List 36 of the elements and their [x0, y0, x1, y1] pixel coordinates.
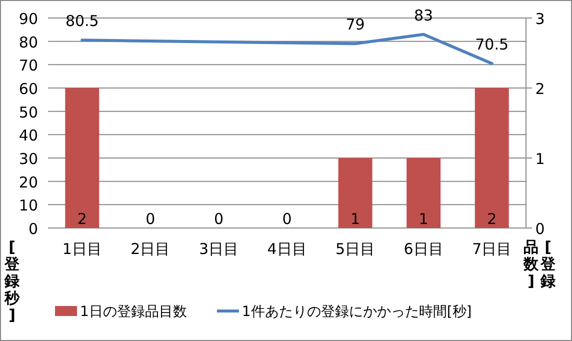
data-label: 0	[214, 210, 224, 228]
x-tick-label: 5日目	[336, 240, 376, 258]
x-tick-label: 2日目	[130, 240, 170, 258]
y-tick-label: 20	[18, 173, 38, 192]
data-label: 2	[487, 210, 497, 228]
data-label: 79	[346, 16, 365, 34]
y-tick-label: 80	[18, 33, 38, 52]
y2-tick-label: 3	[535, 10, 545, 28]
y-tick-label: 50	[18, 103, 38, 122]
x-tick-label: 6日目	[404, 240, 444, 258]
data-label: 2	[77, 210, 87, 228]
data-label: 0	[282, 210, 292, 228]
y-tick-label: 60	[18, 80, 38, 98]
y-tick-label: 10	[18, 196, 38, 215]
y2-tick-label: 0	[535, 220, 545, 238]
x-tick-label: 7日目	[472, 240, 512, 258]
y-axis-title: [登録秒]	[4, 238, 20, 324]
legend-label: 1日の登録品目数	[80, 304, 187, 320]
y2-tick-label: 1	[535, 150, 545, 168]
x-tick-label: 3日目	[198, 240, 238, 258]
data-label: 70.5	[475, 36, 509, 54]
data-label: 1	[350, 210, 360, 228]
y-tick-label: 40	[18, 126, 38, 145]
data-label: 80.5	[65, 12, 99, 30]
data-label: 0	[146, 210, 156, 228]
legend-label: 1件あたりの登録にかかった時間[秒]	[242, 304, 472, 320]
data-label: 1	[418, 210, 428, 228]
y2-tick-label: 2	[535, 80, 545, 98]
x-tick-label: 1日目	[62, 240, 102, 258]
y-tick-label: 0	[28, 220, 38, 238]
y-tick-label: 30	[18, 150, 38, 168]
y-tick-label: 70	[18, 56, 38, 75]
data-label: 83	[414, 6, 434, 24]
x-tick-label: 4日目	[267, 240, 307, 258]
y2-axis-title: [登録品数]	[522, 238, 556, 290]
y-tick-label: 90	[18, 10, 38, 28]
